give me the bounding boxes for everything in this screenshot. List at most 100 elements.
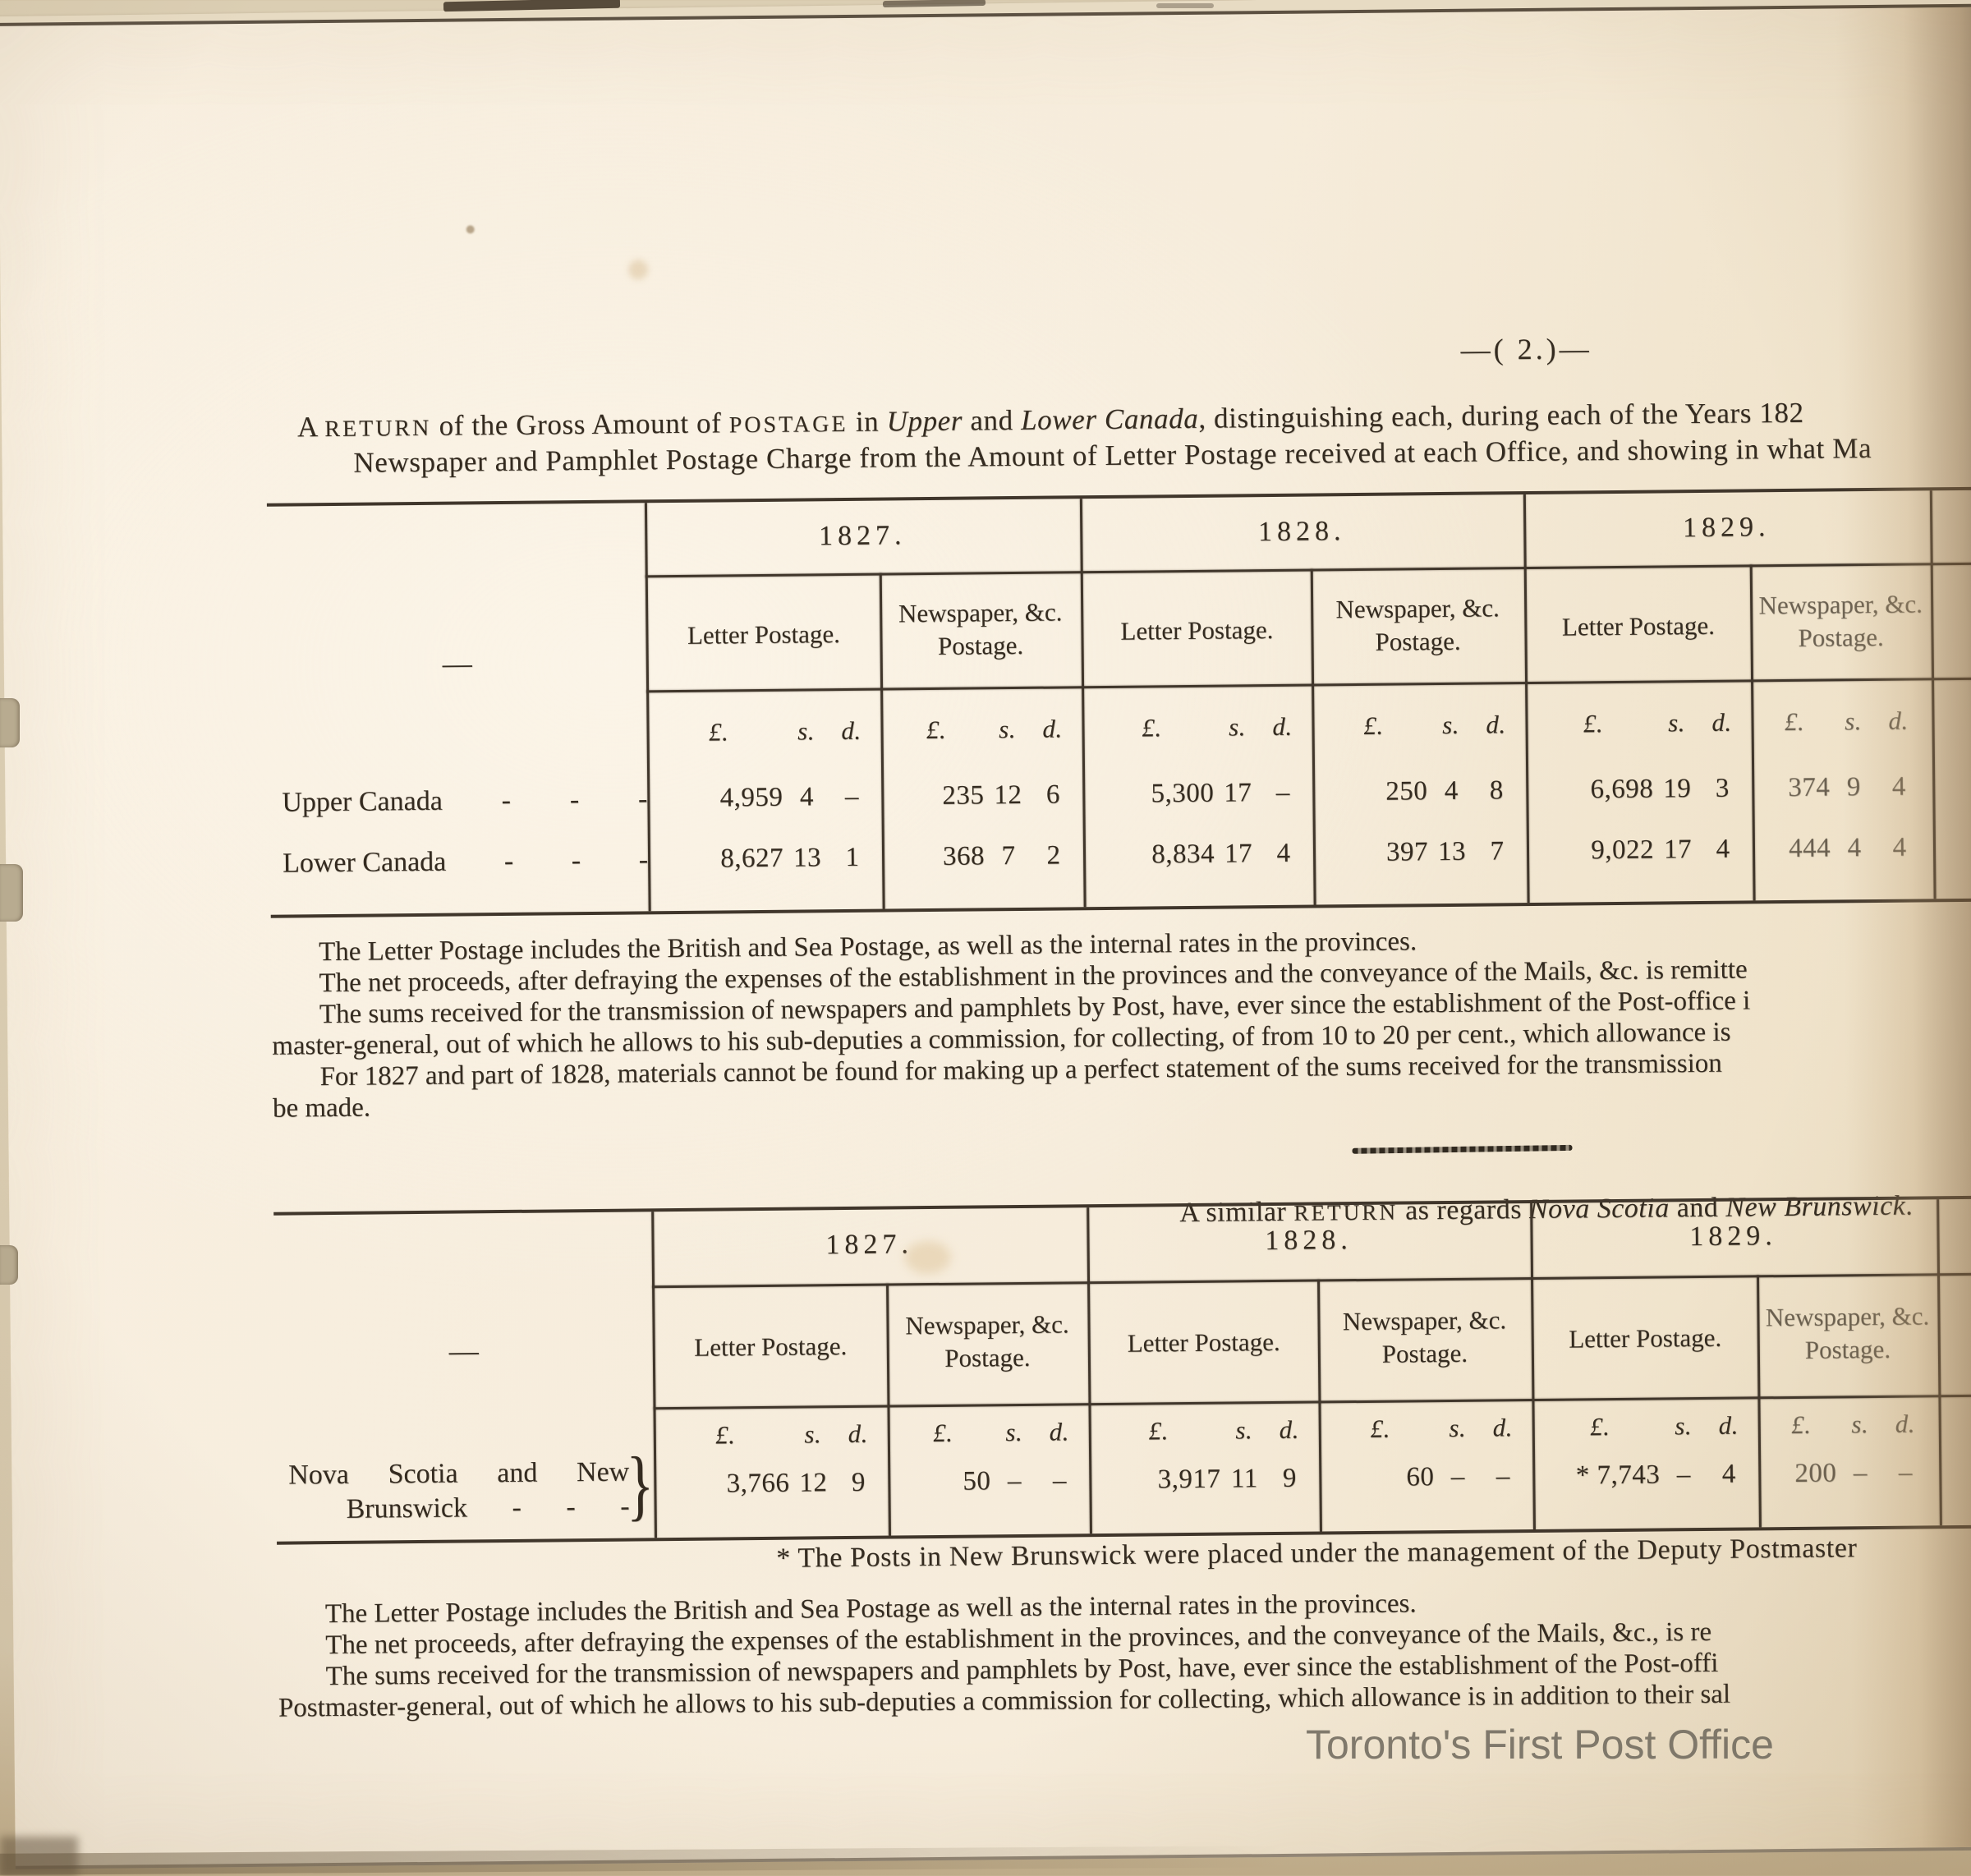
shillings-unit: s. [1667, 708, 1686, 738]
leader-dash: - [569, 784, 580, 816]
pence-value: 4 [1276, 838, 1291, 868]
pounds-unit: £. [1589, 1412, 1610, 1441]
currency-unit-cell: £. s. d. [1541, 1410, 1750, 1441]
pounds-unit: £. [1370, 1414, 1391, 1443]
page-number: —( 2.)— [1460, 332, 1592, 366]
leader-dash: - [638, 844, 649, 876]
row-label-text: Lower Canada [282, 846, 447, 879]
amount-cell: 3,766 12 9 [662, 1468, 880, 1501]
amount-cell: 6,698 19 3 [1534, 774, 1744, 806]
amount-cell: 368 7 2 [890, 840, 1075, 872]
table-rule-horizontal [653, 1394, 1971, 1410]
row-label-text: and [497, 1457, 538, 1489]
pounds-value: 368 [942, 841, 986, 871]
pence-value: 4 [1891, 771, 1906, 802]
amount-cell: 3,917 11 9 [1097, 1464, 1311, 1496]
column-header-letter-postage: Letter Postage. [1127, 1327, 1280, 1358]
pence-value: 4 [1721, 1459, 1736, 1489]
amount-cell: 9,022 17 4 [1535, 835, 1744, 867]
amount-cell: 200– – [1767, 1457, 1927, 1489]
column-header-letter-postage: Letter Postage. [1120, 614, 1274, 646]
text-run: A [296, 411, 325, 444]
shillings-unit: s. [797, 716, 816, 746]
torn-edge-notch [0, 1245, 18, 1285]
pence-value: 3 [1715, 773, 1730, 803]
amount-cell: 8,627 13 1 [656, 843, 874, 876]
currency-unit-cell: £. s. d. [655, 716, 872, 748]
pounds-value: 5,300 [1151, 778, 1215, 809]
currency-unit-cell: £. s. d. [889, 714, 1073, 745]
row-label-text: New [576, 1456, 630, 1488]
leader-dash: - [571, 845, 581, 876]
amount-cell: 235 12 6 [889, 779, 1074, 812]
paper-stain [466, 225, 475, 234]
currency-unit-cell: £. s. d. [1767, 1409, 1927, 1440]
table-rule-horizontal [645, 562, 1971, 578]
column-header-newspaper-postage: Newspaper, &c. Postage. [1757, 1299, 1938, 1367]
shillings-unit: s. [1228, 712, 1247, 742]
amount-cell: 374 9 4 [1760, 771, 1920, 803]
table-rule-vertical [1079, 499, 1087, 908]
shillings-unit: s. [1675, 1411, 1693, 1441]
pounds-unit: £. [1583, 709, 1604, 738]
row-label-upper-canada: Upper Canada - - - [282, 784, 647, 818]
pounds-value: 444 [1788, 833, 1831, 863]
currency-unit-cell: £. s. d. [1759, 706, 1919, 737]
table-rule-horizontal [646, 677, 1971, 693]
currency-unit-cell: £. s. d. [1090, 712, 1303, 743]
row-label-text: Nova [288, 1459, 350, 1491]
amount-cell: 60– – [1327, 1461, 1524, 1493]
leader-dash: - [512, 1492, 522, 1523]
amount-cell: 444 4 4 [1761, 832, 1921, 864]
shillings-value: 4 [1444, 775, 1459, 807]
shillings-value: 19 [1663, 774, 1692, 804]
text-line: Newspaper, &c. [1342, 1305, 1507, 1336]
text-line: Postage. [1804, 1334, 1891, 1364]
shillings-value: 13 [1437, 836, 1467, 867]
pence-value: – [844, 781, 860, 812]
column-header-letter-postage: Letter Postage. [1569, 1322, 1722, 1354]
shillings-value: 12 [994, 779, 1022, 811]
paper-stain [628, 260, 649, 280]
pounds-value: 8,627 [720, 843, 784, 874]
shillings-unit: s. [1235, 1415, 1253, 1445]
page-content: —( 2.)— A RETURN of the Gross Amount of … [0, 7, 1971, 1866]
notes-block-2: The Letter Postage includes the British … [278, 1585, 1731, 1724]
currency-unit-cell: £. s. d. [1097, 1415, 1311, 1446]
shillings-unit: s. [1449, 1413, 1467, 1442]
row-label-text: Upper Canada [282, 785, 443, 818]
stub-placeholder-dash: — [448, 1334, 480, 1368]
pence-value: – [1495, 1461, 1511, 1492]
pence-value: – [1275, 777, 1291, 807]
pounds-value: 3,766 [726, 1468, 790, 1499]
year-header-1827: 1827. [818, 520, 907, 552]
pence-value: 4 [1892, 832, 1907, 862]
year-header-1829: 1829. [1682, 512, 1771, 544]
row-label-nova-scotia-line-2: Brunswick - - - [346, 1492, 629, 1525]
inked-divider-rule [1352, 1144, 1573, 1154]
pence-value: – [1052, 1465, 1068, 1496]
column-header-newspaper-postage: Newspaper, &c. Postage. [880, 595, 1082, 663]
page-scan: —( 2.)— A RETURN of the Gross Amount of … [0, 3, 1971, 1869]
table-rule-vertical [1929, 490, 1937, 899]
shillings-value: 4 [799, 782, 815, 812]
currency-unit-cell: £. s. d. [662, 1419, 880, 1451]
pounds-value: 4,959 [719, 782, 783, 813]
pence-value: 6 [1045, 779, 1061, 810]
year-header-1828: 1828. [1265, 1225, 1353, 1257]
pence-unit: d. [1492, 1413, 1514, 1442]
pence-unit: d. [1049, 1417, 1070, 1446]
pounds-unit: £. [1784, 706, 1805, 737]
table-rule-horizontal [652, 1272, 1971, 1289]
shillings-value: 17 [1663, 835, 1693, 865]
currency-unit-cell: £. s. d. [1327, 1413, 1524, 1444]
shillings-value: – [1853, 1458, 1868, 1488]
pounds-value: 6,698 [1590, 774, 1654, 805]
pounds-value: 60 [1406, 1462, 1435, 1492]
table-rule-vertical [1523, 494, 1530, 904]
shillings-value: 9 [1846, 772, 1861, 802]
text-line: Postage. [944, 1342, 1031, 1373]
shillings-value: 7 [1001, 841, 1016, 871]
column-header-letter-postage: Letter Postage. [694, 1331, 848, 1362]
postage-table-nova-scotia-new-brunswick: 1827. 1828. 1829. Letter Postage. Newspa… [273, 1195, 1971, 1545]
